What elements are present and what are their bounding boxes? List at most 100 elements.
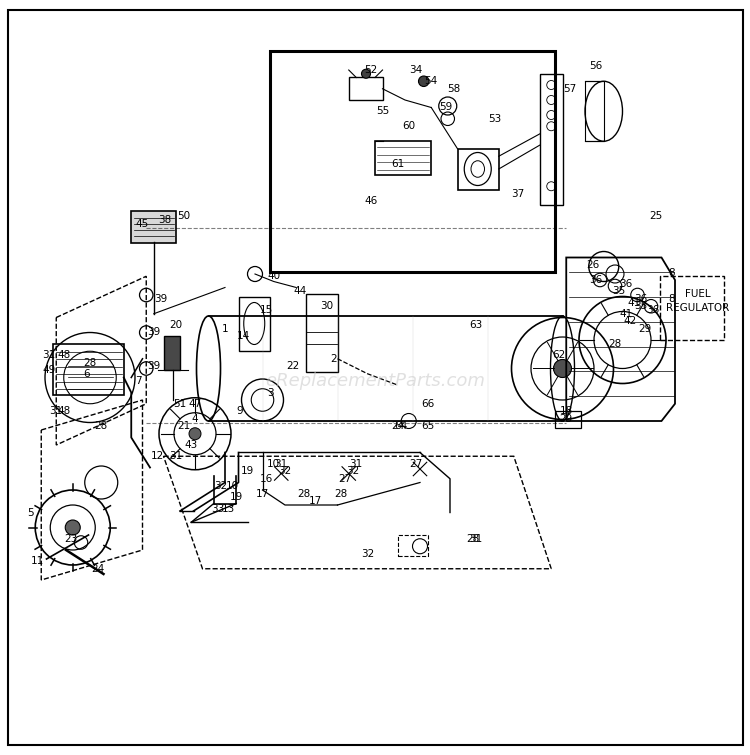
Text: 19: 19 xyxy=(230,492,243,503)
Text: 14: 14 xyxy=(237,331,250,341)
Text: 48: 48 xyxy=(57,406,70,416)
Text: 36: 36 xyxy=(646,305,659,315)
Text: 24: 24 xyxy=(391,421,404,431)
Text: 7: 7 xyxy=(136,376,142,387)
Bar xyxy=(540,74,562,205)
Text: 32: 32 xyxy=(346,467,359,476)
Text: 40: 40 xyxy=(267,271,280,282)
Text: 28: 28 xyxy=(466,534,479,544)
Text: 39: 39 xyxy=(147,361,160,371)
Text: 23: 23 xyxy=(64,534,78,544)
Text: 39: 39 xyxy=(154,294,168,304)
Bar xyxy=(660,276,724,340)
Text: 42: 42 xyxy=(623,316,637,326)
Text: 17: 17 xyxy=(256,488,269,499)
Text: 55: 55 xyxy=(376,106,389,116)
Text: 32: 32 xyxy=(278,467,292,476)
Text: 28: 28 xyxy=(94,421,108,431)
Text: 59: 59 xyxy=(440,103,453,112)
Bar xyxy=(458,149,499,190)
Text: 63: 63 xyxy=(470,320,483,330)
Text: 38: 38 xyxy=(158,215,172,225)
Text: 28: 28 xyxy=(334,488,348,499)
Text: 26: 26 xyxy=(586,260,599,270)
Text: 53: 53 xyxy=(488,114,502,124)
Text: 44: 44 xyxy=(293,286,307,296)
Text: 51: 51 xyxy=(173,399,187,408)
Text: 57: 57 xyxy=(563,84,577,94)
Text: eReplacementParts.com: eReplacementParts.com xyxy=(265,372,485,390)
Text: 24: 24 xyxy=(91,564,104,574)
Text: 9: 9 xyxy=(237,406,243,416)
Text: 64: 64 xyxy=(394,421,408,431)
Bar xyxy=(349,78,382,100)
Text: 46: 46 xyxy=(364,196,378,206)
Circle shape xyxy=(362,69,370,79)
Text: 25: 25 xyxy=(650,211,663,221)
Text: 31: 31 xyxy=(274,459,288,469)
Text: 60: 60 xyxy=(402,122,416,131)
Text: 43: 43 xyxy=(184,440,198,450)
Text: 31: 31 xyxy=(470,534,483,544)
Text: 10: 10 xyxy=(267,459,280,469)
Bar xyxy=(164,336,180,370)
Bar xyxy=(540,74,562,205)
Text: 6: 6 xyxy=(83,368,89,379)
Text: 35: 35 xyxy=(634,301,648,311)
Text: 58: 58 xyxy=(447,84,460,94)
Text: 29: 29 xyxy=(560,414,573,424)
Text: 8: 8 xyxy=(668,294,674,304)
Text: 54: 54 xyxy=(424,76,438,86)
Text: 61: 61 xyxy=(391,159,404,169)
Text: 3: 3 xyxy=(267,387,273,397)
Text: 27: 27 xyxy=(338,473,352,484)
Circle shape xyxy=(189,428,201,439)
Text: 52: 52 xyxy=(364,65,378,75)
Bar xyxy=(131,211,176,242)
Circle shape xyxy=(65,520,80,535)
Bar xyxy=(306,294,338,372)
Text: 16: 16 xyxy=(260,473,273,484)
Circle shape xyxy=(419,76,429,87)
Text: 10: 10 xyxy=(226,481,239,492)
Text: 50: 50 xyxy=(177,211,190,221)
Text: 11: 11 xyxy=(31,556,44,566)
Text: 31: 31 xyxy=(50,406,63,416)
Text: 32: 32 xyxy=(361,549,374,559)
Bar xyxy=(585,82,604,141)
Text: 12: 12 xyxy=(151,451,164,461)
Text: 47: 47 xyxy=(188,399,202,408)
Text: 18: 18 xyxy=(560,406,573,416)
Bar xyxy=(375,141,431,175)
Text: 30: 30 xyxy=(320,301,333,311)
Text: 31: 31 xyxy=(170,451,183,461)
Text: 41: 41 xyxy=(620,309,633,319)
Text: 22: 22 xyxy=(286,361,299,371)
Bar xyxy=(270,51,555,273)
Text: 56: 56 xyxy=(590,61,603,71)
Bar xyxy=(53,344,124,395)
Bar xyxy=(238,297,270,350)
Text: 36: 36 xyxy=(590,275,603,285)
Text: 32: 32 xyxy=(214,481,228,492)
Text: 21: 21 xyxy=(177,421,190,431)
Text: 19: 19 xyxy=(241,467,254,476)
Text: 36: 36 xyxy=(634,294,648,304)
Text: 15: 15 xyxy=(260,305,273,315)
Text: 34: 34 xyxy=(410,65,423,75)
Text: 39: 39 xyxy=(147,328,160,337)
Text: 2: 2 xyxy=(331,354,337,364)
Circle shape xyxy=(554,359,572,378)
Text: 13: 13 xyxy=(222,504,236,513)
Text: 28: 28 xyxy=(297,488,310,499)
Text: 31: 31 xyxy=(42,350,56,360)
Text: 17: 17 xyxy=(308,496,322,507)
Text: 37: 37 xyxy=(511,189,524,199)
Text: 36: 36 xyxy=(620,279,633,288)
Text: 1: 1 xyxy=(222,324,228,334)
Text: 27: 27 xyxy=(410,459,423,469)
Text: 35: 35 xyxy=(612,286,626,296)
Text: 8: 8 xyxy=(668,267,674,278)
Text: 62: 62 xyxy=(552,350,566,360)
Text: 31: 31 xyxy=(350,459,363,469)
